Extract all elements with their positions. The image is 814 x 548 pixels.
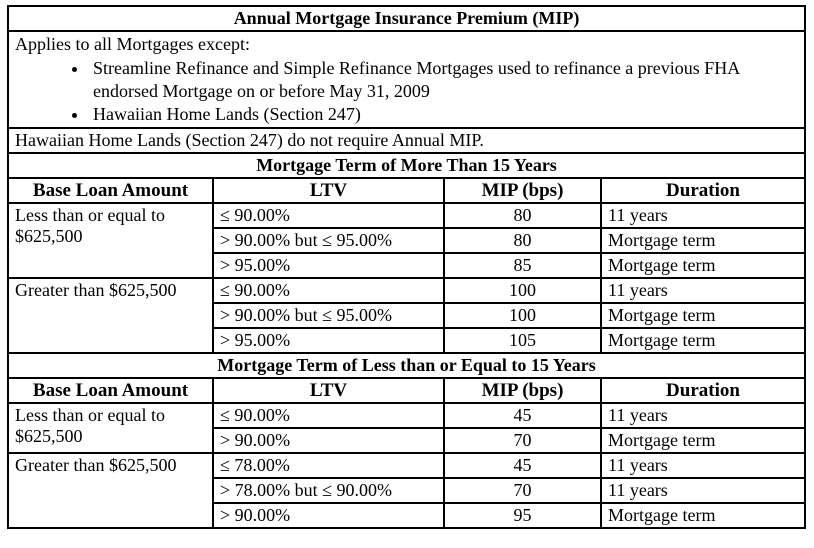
ltv-cell: > 95.00%	[212, 327, 445, 354]
document-page: Annual Mortgage Insurance Premium (MIP) …	[6, 5, 807, 529]
section-header-row: Mortgage Term of Less than or Equal to 1…	[6, 352, 807, 379]
ltv-cell: ≤ 90.00%	[212, 202, 445, 229]
section-1-header: Mortgage Term of More Than 15 Years	[6, 152, 807, 179]
duration-cell: 11 years	[599, 277, 807, 304]
duration-cell: 11 years	[599, 452, 807, 479]
mip-cell: 100	[443, 302, 602, 329]
mip-cell: 100	[443, 277, 602, 304]
ltv-cell: ≤ 78.00%	[212, 452, 445, 479]
table-row: Greater than $625,500 ≤ 78.00% 45 11 yea…	[7, 452, 807, 529]
ltv-cell: > 90.00%	[212, 502, 445, 529]
page-title: Annual Mortgage Insurance Premium (MIP)	[6, 5, 807, 32]
duration-cell: Mortgage term	[599, 252, 807, 279]
ltv-cell: > 90.00% but ≤ 95.00%	[212, 227, 445, 254]
duration-cell: Mortgage term	[599, 427, 807, 454]
table-row: > 78.00% but ≤ 90.00% 70 11 years	[8, 477, 807, 504]
title-row: Annual Mortgage Insurance Premium (MIP)	[6, 5, 807, 32]
table-row: Greater than $625,500 ≤ 90.00% 100 11 ye…	[7, 277, 807, 354]
base-loan-amount-cell: Greater than $625,500	[7, 277, 214, 354]
ltv-cell: > 95.00%	[212, 252, 445, 279]
intro-cell: Applies to all Mortgages except: Streaml…	[6, 30, 807, 129]
column-header-row: Base Loan Amount LTV MIP (bps) Duration	[7, 177, 807, 204]
table-row: > 90.00% but ≤ 95.00% 80 Mortgage term	[8, 227, 807, 254]
duration-cell: Mortgage term	[599, 302, 807, 329]
duration-cell: Mortgage term	[599, 327, 807, 354]
column-header-row: Base Loan Amount LTV MIP (bps) Duration	[7, 377, 807, 404]
intro-bullet-streamline: Streamline Refinance and Simple Refinanc…	[89, 57, 793, 103]
ltv-cell: ≤ 90.00%	[212, 277, 445, 304]
column-header-mip-bps: MIP (bps)	[443, 177, 602, 204]
ltv-cell: > 90.00%	[212, 427, 445, 454]
mip-cell: 80	[443, 202, 602, 229]
table-row: > 95.00% 105 Mortgage term	[8, 327, 807, 354]
duration-cell: Mortgage term	[599, 502, 807, 529]
duration-cell: Mortgage term	[599, 227, 807, 254]
mip-cell: 45	[443, 402, 602, 429]
ltv-cell: ≤ 90.00%	[212, 402, 445, 429]
mip-table: Annual Mortgage Insurance Premium (MIP) …	[6, 5, 807, 529]
column-header-duration: Duration	[599, 177, 807, 204]
mip-cell: 45	[443, 452, 602, 479]
table-row: > 90.00% 95 Mortgage term	[8, 502, 807, 529]
table-row: > 95.00% 85 Mortgage term	[8, 252, 807, 279]
note-text: Hawaiian Home Lands (Section 247) do not…	[6, 127, 807, 154]
section-2-header: Mortgage Term of Less than or Equal to 1…	[6, 352, 807, 379]
base-loan-amount-cell: Less than or equal to $625,500	[7, 202, 214, 279]
column-header-ltv: LTV	[212, 177, 445, 204]
mip-cell: 70	[443, 427, 602, 454]
mip-cell: 85	[443, 252, 602, 279]
table-row: Less than or equal to $625,500 ≤ 90.00% …	[7, 202, 807, 279]
intro-bullet-list: Streamline Refinance and Simple Refinanc…	[15, 57, 798, 126]
duration-cell: 11 years	[599, 402, 807, 429]
column-header-mip-bps: MIP (bps)	[443, 377, 602, 404]
table-row: > 90.00% 70 Mortgage term	[8, 427, 807, 454]
mip-cell: 95	[443, 502, 602, 529]
column-header-base-loan-amount: Base Loan Amount	[7, 377, 214, 404]
intro-row: Applies to all Mortgages except: Streaml…	[6, 30, 807, 129]
column-header-ltv: LTV	[212, 377, 445, 404]
mip-cell: 70	[443, 477, 602, 504]
intro-lead-text: Applies to all Mortgages except:	[15, 34, 250, 54]
duration-cell: 11 years	[599, 202, 807, 229]
table-row: Less than or equal to $625,500 ≤ 90.00% …	[7, 402, 807, 454]
base-loan-amount-cell: Greater than $625,500	[7, 452, 214, 529]
column-header-base-loan-amount: Base Loan Amount	[7, 177, 214, 204]
section-header-row: Mortgage Term of More Than 15 Years	[6, 152, 807, 179]
column-header-duration: Duration	[599, 377, 807, 404]
note-row: Hawaiian Home Lands (Section 247) do not…	[6, 127, 807, 154]
intro-bullet-hawaiian: Hawaiian Home Lands (Section 247)	[89, 103, 793, 126]
mip-cell: 80	[443, 227, 602, 254]
mip-cell: 105	[443, 327, 602, 354]
base-loan-amount-cell: Less than or equal to $625,500	[7, 402, 214, 454]
table-row: > 90.00% but ≤ 95.00% 100 Mortgage term	[8, 302, 807, 329]
ltv-cell: > 78.00% but ≤ 90.00%	[212, 477, 445, 504]
ltv-cell: > 90.00% but ≤ 95.00%	[212, 302, 445, 329]
duration-cell: 11 years	[599, 477, 807, 504]
